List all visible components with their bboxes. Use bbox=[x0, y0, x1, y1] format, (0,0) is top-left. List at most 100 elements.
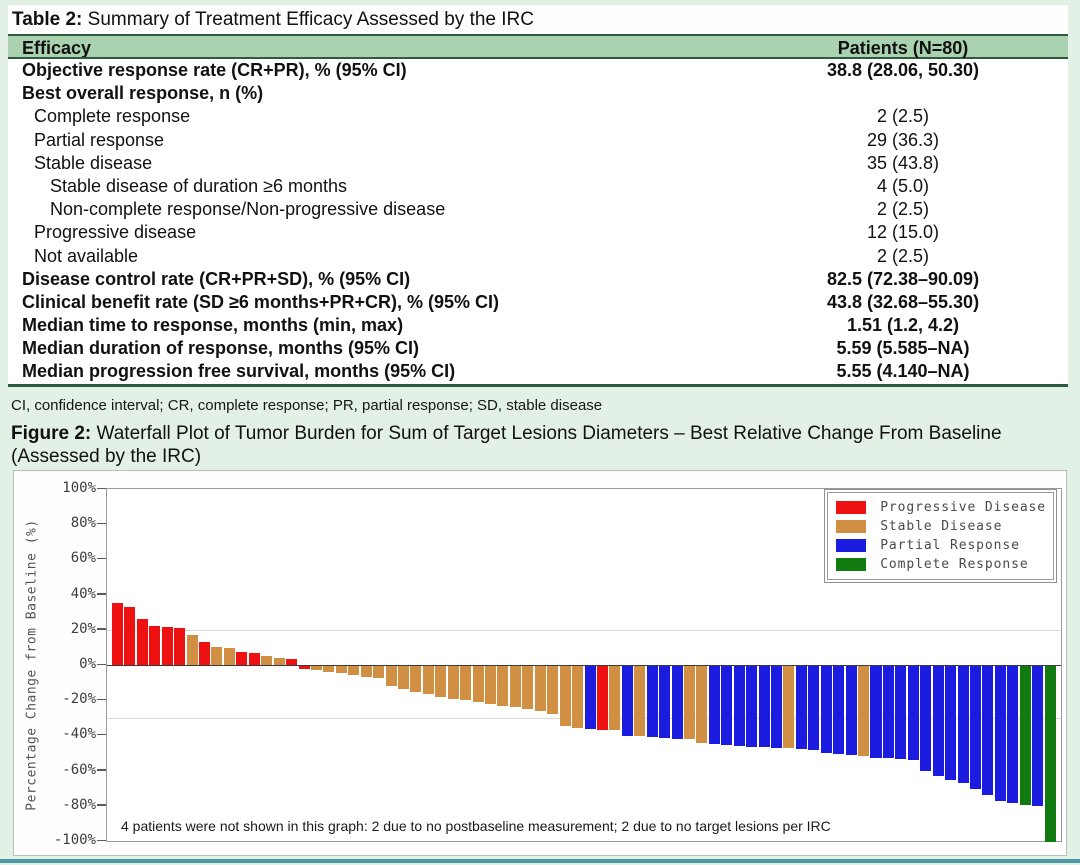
row-value: 12 (15.0) bbox=[866, 222, 940, 243]
table-header-patients: Patients (N=80) bbox=[837, 38, 969, 58]
waterfall-figure: Percentage Change from Baseline (%) 100%… bbox=[13, 470, 1067, 856]
waterfall-bar-sd bbox=[609, 666, 621, 731]
waterfall-bar-cr bbox=[1044, 666, 1056, 842]
waterfall-bar-sd bbox=[572, 666, 584, 728]
row-label: Clinical benefit rate (SD ≥6 months+PR+C… bbox=[22, 291, 499, 312]
waterfall-bar-pr bbox=[870, 666, 882, 758]
legend-item: Progressive Disease bbox=[836, 498, 1046, 517]
legend-item: Complete Response bbox=[836, 555, 1046, 574]
waterfall-bar-sd bbox=[522, 666, 534, 710]
waterfall-bar-sd bbox=[410, 666, 422, 692]
table-title-text: Summary of Treatment Efficacy Assessed b… bbox=[87, 9, 534, 30]
waterfall-bar-sd bbox=[360, 666, 372, 677]
legend-label: Progressive Disease bbox=[880, 500, 1046, 515]
waterfall-bar-pr bbox=[671, 666, 683, 739]
y-tick-label: 20% bbox=[70, 620, 96, 637]
waterfall-bar-sd bbox=[310, 666, 322, 671]
row-value: 2 (2.5) bbox=[876, 245, 930, 266]
waterfall-bar-pd bbox=[298, 666, 310, 669]
table-footnote: CI, confidence interval; CR, complete re… bbox=[11, 397, 603, 414]
table-row: Not available 2 (2.5) bbox=[8, 245, 1068, 268]
figure-caption-text: Waterfall Plot of Tumor Burden for Sum o… bbox=[11, 423, 1002, 467]
waterfall-bar-sd bbox=[397, 666, 409, 689]
waterfall-bar-pd bbox=[161, 627, 173, 665]
waterfall-bar-pr bbox=[746, 666, 758, 747]
row-value: 2 (2.5) bbox=[876, 199, 930, 220]
row-label: Disease control rate (CR+PR+SD), % (95% … bbox=[22, 268, 411, 289]
row-label: Partial response bbox=[34, 129, 165, 150]
table-header-row: Efficacy Patients (N=80) bbox=[8, 34, 1068, 59]
row-label: Best overall response, n (%) bbox=[22, 83, 264, 104]
table-row: Non-complete response/Non-progressive di… bbox=[8, 198, 1068, 221]
waterfall-bar-pr bbox=[907, 666, 919, 761]
table-title-label: Table 2: bbox=[12, 9, 83, 30]
waterfall-bar-pr bbox=[584, 666, 596, 729]
waterfall-bar-pr bbox=[758, 666, 770, 747]
waterfall-bar-pr bbox=[808, 666, 820, 750]
waterfall-bar-sd bbox=[435, 666, 447, 697]
waterfall-bar-pr bbox=[721, 666, 733, 746]
waterfall-bar-sd bbox=[534, 666, 546, 711]
row-value: 4 (5.0) bbox=[876, 175, 930, 196]
legend-swatch-cr bbox=[836, 558, 867, 571]
waterfall-bar-sd bbox=[683, 666, 695, 739]
legend-item: Stable Disease bbox=[836, 517, 1046, 536]
reference-line-20 bbox=[107, 629, 1061, 631]
row-value: 35 (43.8) bbox=[866, 152, 940, 173]
waterfall-bar-pr bbox=[795, 666, 807, 749]
waterfall-bar-pr bbox=[659, 666, 671, 739]
waterfall-bar-sd bbox=[323, 666, 335, 673]
row-label: Progressive disease bbox=[34, 222, 197, 243]
waterfall-bar-pr bbox=[982, 666, 994, 796]
y-tick-mark bbox=[97, 522, 106, 525]
waterfall-bar-pr bbox=[733, 666, 745, 747]
chart-note: 4 patients were not shown in this graph:… bbox=[121, 818, 831, 834]
waterfall-bar-pr bbox=[771, 666, 783, 748]
waterfall-bar-sd bbox=[472, 666, 484, 703]
y-tick-mark bbox=[97, 698, 106, 701]
waterfall-bar-sd bbox=[497, 666, 509, 706]
waterfall-bar-cr bbox=[1019, 666, 1031, 805]
waterfall-bar-sd bbox=[348, 666, 360, 675]
waterfall-bar-sd bbox=[273, 658, 285, 665]
row-value: 29 (36.3) bbox=[866, 129, 940, 150]
row-label: Stable disease of duration ≥6 months bbox=[50, 175, 348, 196]
y-tick-label: 80% bbox=[70, 515, 96, 532]
waterfall-bar-sd bbox=[335, 666, 347, 673]
waterfall-bar-pr bbox=[845, 666, 857, 755]
waterfall-bar-pd bbox=[236, 651, 248, 665]
waterfall-bar-sd bbox=[373, 666, 385, 679]
y-tick-label: 40% bbox=[70, 585, 96, 602]
row-value: 5.59 (5.585–NA) bbox=[836, 338, 970, 359]
table-row: Clinical benefit rate (SD ≥6 months+PR+C… bbox=[8, 291, 1068, 314]
waterfall-bar-sd bbox=[509, 666, 521, 708]
waterfall-bar-sd bbox=[447, 666, 459, 699]
waterfall-bar-pr bbox=[820, 666, 832, 754]
row-value: 5.55 (4.140–NA) bbox=[836, 361, 970, 382]
waterfall-bar-sd bbox=[858, 666, 870, 756]
table-row: Stable disease 35 (43.8) bbox=[8, 152, 1068, 175]
waterfall-bar-sd bbox=[261, 656, 273, 665]
row-label: Median progression free survival, months… bbox=[22, 361, 456, 382]
y-tick-label: -80% bbox=[62, 796, 96, 813]
y-tick-mark bbox=[97, 628, 106, 630]
waterfall-bar-pd bbox=[112, 603, 124, 665]
table-row: Best overall response, n (%) bbox=[8, 82, 1068, 105]
waterfall-bar-pd bbox=[124, 606, 136, 665]
reference-line--30 bbox=[107, 717, 1061, 719]
waterfall-bar-pd bbox=[199, 642, 211, 665]
waterfall-bar-pr bbox=[621, 666, 633, 737]
table-row: Partial response 29 (36.3) bbox=[8, 129, 1068, 152]
row-value: 38.8 (28.06, 50.30) bbox=[826, 60, 980, 80]
waterfall-bar-pr bbox=[646, 666, 658, 738]
row-label: Not available bbox=[34, 245, 139, 266]
waterfall-bar-pr bbox=[833, 666, 845, 754]
legend-label: Stable Disease bbox=[880, 519, 1003, 534]
waterfall-bar-pr bbox=[957, 666, 969, 783]
waterfall-bar-sd bbox=[385, 666, 397, 687]
waterfall-bar-sd bbox=[186, 635, 198, 665]
row-value: 1.51 (1.2, 4.2) bbox=[846, 315, 960, 336]
legend-swatch-pd bbox=[836, 501, 867, 514]
waterfall-bar-pd bbox=[149, 626, 161, 665]
y-tick-label: -60% bbox=[62, 761, 96, 778]
